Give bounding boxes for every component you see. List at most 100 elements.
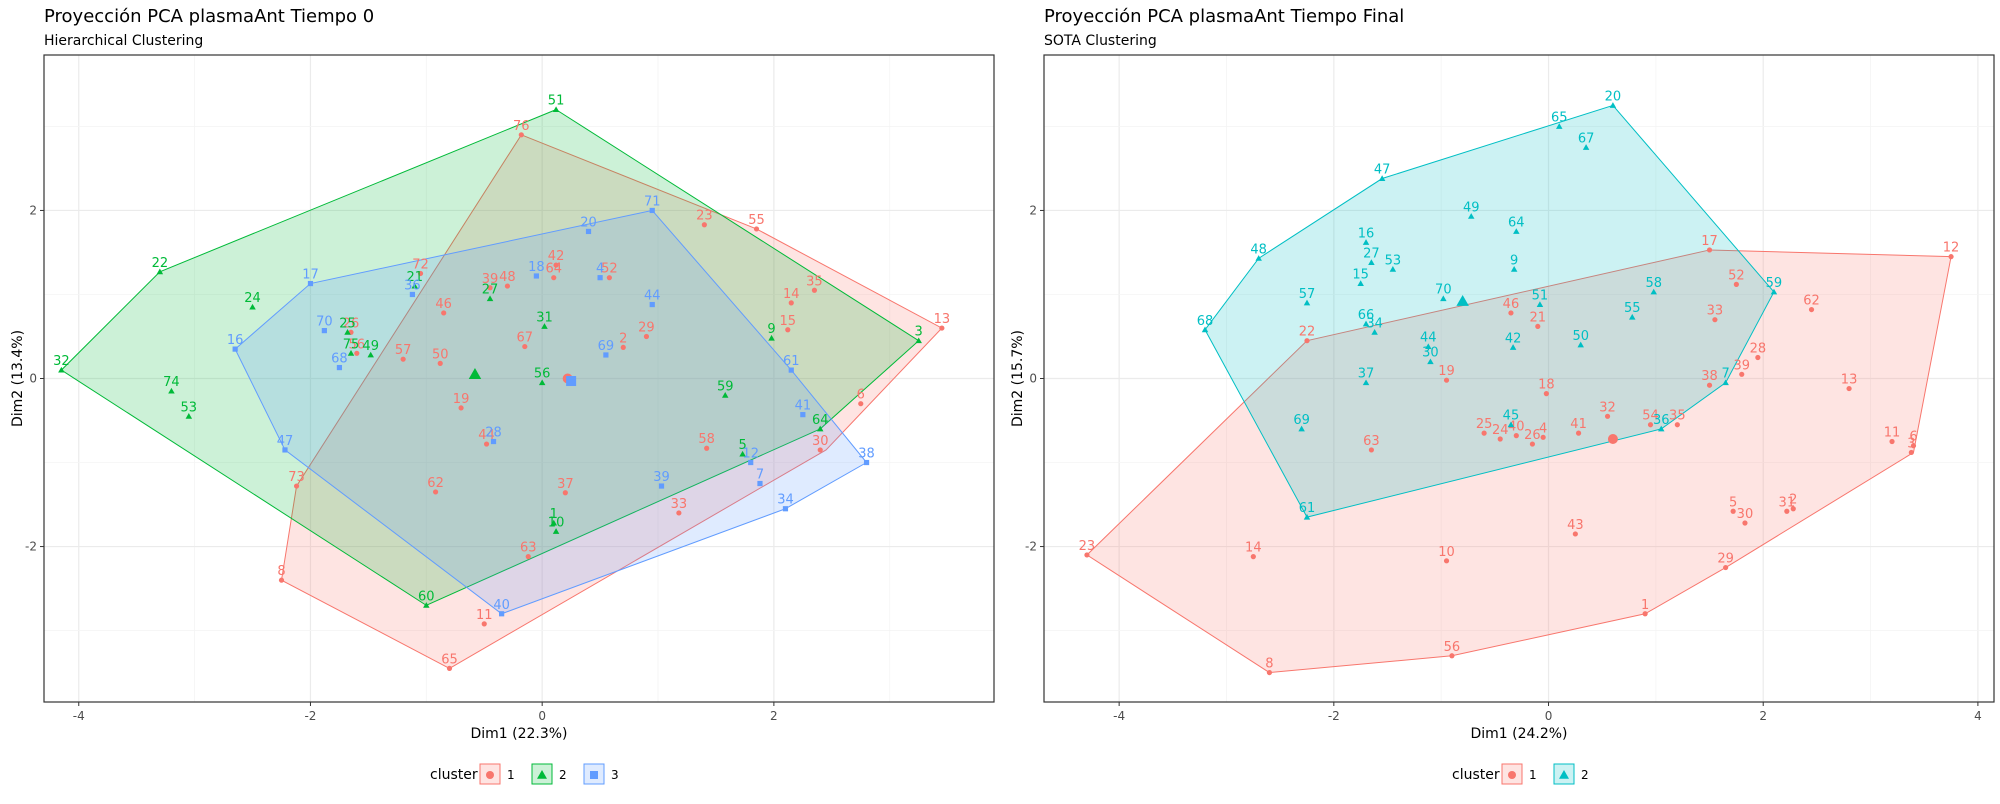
data-point	[525, 554, 531, 560]
point-label: 3	[1907, 436, 1915, 451]
point-label: 28	[1750, 341, 1767, 356]
x-tick-label: 2	[1759, 709, 1767, 723]
point-label: 31	[536, 310, 553, 325]
point-label: 44	[644, 289, 661, 304]
point-label: 2	[619, 331, 627, 346]
x-tick-label: -4	[73, 709, 85, 723]
point-label: 7	[1721, 367, 1729, 382]
data-point	[552, 528, 560, 534]
point-label: 71	[644, 194, 661, 209]
point-label: 48	[1250, 242, 1267, 257]
point-label: 62	[1803, 294, 1820, 309]
data-point	[411, 282, 418, 289]
data-point	[417, 270, 424, 277]
data-point	[1739, 371, 1745, 377]
point-label: 75	[343, 337, 360, 352]
data-point	[1572, 531, 1578, 537]
x-tick-label: -4	[1113, 709, 1125, 723]
point-label: 33	[671, 497, 688, 512]
data-point	[504, 283, 511, 289]
point-label: 49	[1463, 200, 1480, 215]
point-label: 46	[435, 297, 452, 312]
data-point	[1378, 175, 1386, 181]
y-tick-label: 0	[29, 372, 37, 386]
data-point	[800, 412, 806, 418]
point-label: 36	[404, 278, 421, 293]
cluster-hull-1	[280, 134, 943, 669]
point-label: 58	[1645, 276, 1662, 291]
data-point	[437, 360, 443, 366]
chart-panel-1: Proyección PCA plasmaAnt Tiempo 0 Hierarc…	[10, 6, 995, 785]
point-label: 21	[1530, 310, 1547, 325]
point-label: 54	[1642, 409, 1659, 424]
data-point	[1733, 281, 1739, 287]
point-label: 10	[548, 515, 565, 530]
point-label: 39	[1733, 358, 1750, 373]
y-axis-label: Dim2 (13.4%)	[10, 330, 26, 427]
point-label: 64	[812, 413, 829, 428]
data-point	[1674, 422, 1680, 428]
point-label: 65	[441, 652, 458, 667]
data-point	[551, 275, 557, 281]
data-point	[168, 387, 175, 394]
point-label: 52	[1728, 268, 1745, 283]
point-label: 10	[1438, 545, 1455, 560]
data-point	[1425, 343, 1432, 350]
point-label: 14	[783, 287, 800, 302]
data-point	[432, 489, 439, 495]
data-point	[785, 327, 791, 333]
point-label: 61	[783, 354, 800, 369]
cluster-centroid-3	[566, 376, 577, 387]
data-point	[658, 483, 665, 489]
data-point	[739, 450, 746, 457]
data-point	[1628, 313, 1636, 320]
point-label: 20	[1605, 89, 1622, 104]
point-label: 20	[580, 215, 597, 230]
point-label: 17	[302, 268, 319, 283]
point-label: 41	[1570, 417, 1587, 432]
cluster-centroid-2	[468, 368, 482, 379]
data-point	[1362, 379, 1370, 386]
data-point	[1908, 449, 1914, 456]
point-label: 27	[482, 283, 499, 298]
point-label: 19	[1438, 364, 1455, 379]
legend-entry: 2	[1581, 768, 1589, 782]
point-label: 66	[1358, 308, 1375, 323]
data-point	[446, 665, 453, 671]
y-tick-label: 0	[1029, 372, 1037, 386]
data-point	[1443, 558, 1450, 564]
point-label: 32	[1599, 400, 1616, 415]
y-tick-label: 2	[1029, 203, 1037, 217]
point-label: 9	[767, 322, 775, 337]
x-tick-label: -2	[304, 709, 316, 723]
data-point	[1846, 385, 1852, 392]
point-label: 55	[1624, 301, 1641, 316]
y-axis-label: Dim2 (15.7%)	[1010, 330, 1026, 427]
point-label: 70	[316, 315, 333, 330]
data-point	[915, 337, 922, 344]
point-label: 72	[412, 257, 429, 272]
point-label: 13	[1841, 373, 1858, 388]
legend-title: cluster	[430, 767, 478, 783]
data-point	[1790, 506, 1796, 512]
point-label: 30	[1422, 346, 1439, 361]
point-label: 40	[1508, 420, 1525, 435]
point-label: 74	[163, 375, 180, 390]
data-point	[499, 611, 505, 617]
point-label: 64	[1508, 215, 1525, 230]
data-point	[483, 441, 490, 447]
data-point	[1642, 611, 1648, 617]
legend-entry: 2	[559, 768, 567, 782]
point-label: 30	[812, 434, 829, 449]
point-label: 40	[493, 598, 510, 613]
x-tick-label: -2	[1328, 709, 1340, 723]
data-point	[1362, 239, 1370, 245]
data-point	[649, 301, 655, 308]
point-label: 69	[598, 339, 615, 354]
point-label: 42	[548, 249, 565, 264]
point-label: 6	[1909, 430, 1917, 445]
point-label: 9	[1510, 253, 1518, 268]
data-point	[1449, 653, 1455, 659]
data-point	[307, 280, 314, 287]
data-point	[336, 364, 343, 371]
